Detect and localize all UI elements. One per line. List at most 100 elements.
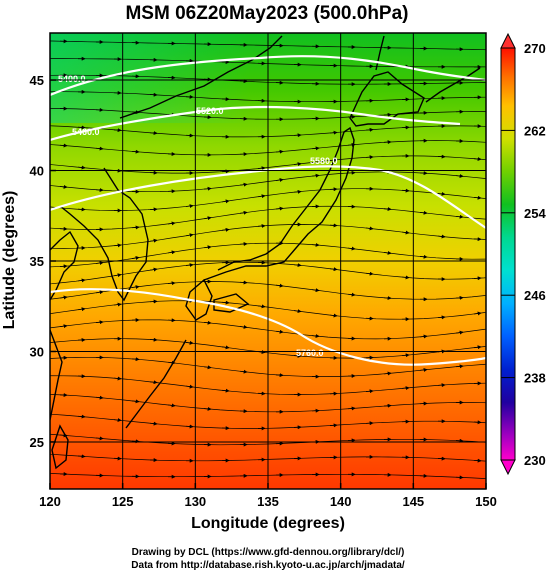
flow-arrow xyxy=(383,371,392,376)
coast-china-south xyxy=(50,329,63,421)
flow-arrow xyxy=(95,261,104,266)
flow-arrow xyxy=(311,146,320,151)
flow-arrow xyxy=(203,216,212,221)
flow-arrow xyxy=(221,388,230,393)
flow-arrow xyxy=(239,210,248,215)
flow-arrow xyxy=(185,384,194,389)
flow-arrow xyxy=(437,191,446,196)
y-axis-ticks: 25 30 35 40 45 xyxy=(30,73,56,450)
flow-arrow xyxy=(77,278,86,283)
coast-sakhalin xyxy=(375,35,385,71)
flow-arrow xyxy=(419,367,428,372)
flow-arrow xyxy=(185,233,194,238)
flow-arrow xyxy=(293,353,302,358)
flow-arrow xyxy=(131,256,140,260)
flow-arrow xyxy=(203,245,212,250)
flow-arrow xyxy=(113,243,122,248)
flow-arrow xyxy=(203,186,212,191)
flow-arrow xyxy=(239,324,248,329)
contours xyxy=(50,55,486,366)
flow-arrow xyxy=(149,238,158,243)
flow-arrow xyxy=(401,188,410,193)
flow-arrow xyxy=(167,281,176,286)
flow-arrow xyxy=(275,329,284,334)
flow-arrow xyxy=(293,309,302,314)
gridlines xyxy=(50,33,486,489)
flow-arrow xyxy=(293,189,302,194)
contour-label: 5760.0 xyxy=(296,348,324,358)
flow-arrow xyxy=(95,320,104,325)
coast-ryukyu xyxy=(125,339,187,429)
flow-arrow xyxy=(113,302,122,307)
coast-hokkaido xyxy=(349,71,425,127)
y-axis-title: Latitude (degrees) xyxy=(1,191,18,330)
flow-arrow xyxy=(185,263,194,268)
flow-arrow xyxy=(293,263,302,268)
colorbar-strip xyxy=(500,47,516,461)
coast-kurils xyxy=(425,67,481,103)
colorbar-tick-label: 254 xyxy=(524,206,546,221)
flow-arrow xyxy=(203,406,212,411)
flow-arrow xyxy=(455,364,464,369)
flow-arrow xyxy=(401,275,410,280)
flow-arrow xyxy=(167,403,176,408)
y-tick-label: 40 xyxy=(30,164,44,179)
contour-label: 5460.0 xyxy=(72,127,100,137)
flow-arrow xyxy=(131,399,140,404)
flow-arrow xyxy=(113,376,122,381)
colorbar-ticks: 270 262 254 246 238 230 xyxy=(501,41,546,468)
flow-arrow xyxy=(185,204,194,209)
flow-arrow xyxy=(257,224,266,228)
x-tick-label: 125 xyxy=(112,494,134,509)
flow-arrow xyxy=(95,290,104,295)
flow-arrow xyxy=(221,227,230,232)
colorbar-tick-label: 238 xyxy=(524,371,546,386)
x-axis-title: Longitude (degrees) xyxy=(191,515,345,532)
flow-arrow xyxy=(95,436,104,441)
flow-arrow xyxy=(293,162,302,167)
flow-arrow xyxy=(95,146,104,151)
credit-drawing: Drawing by DCL (https://www.gfd-dennou.o… xyxy=(132,547,405,558)
flow-arrow xyxy=(473,195,482,200)
flow-arrow xyxy=(239,182,248,187)
x-tick-label: 140 xyxy=(330,494,352,509)
contour-line xyxy=(50,105,461,142)
coast-primorye xyxy=(119,35,283,119)
flow-arrow xyxy=(275,178,284,182)
flow-arrow xyxy=(59,143,68,148)
y-tick-label: 35 xyxy=(30,254,44,269)
colorbar-min-arrow xyxy=(500,459,516,476)
coast-shikoku xyxy=(213,293,250,313)
y-tick-label: 45 xyxy=(30,73,44,88)
flow-arrow xyxy=(77,414,86,419)
flow-arrow xyxy=(455,214,464,219)
flow-arrow xyxy=(401,353,410,358)
flow-arrow xyxy=(365,226,374,231)
flow-arrow xyxy=(455,295,464,300)
contour-label: 5520.0 xyxy=(196,106,224,116)
flow-arrow xyxy=(311,288,320,293)
colorbar: 270 262 254 246 238 230 xyxy=(500,32,546,476)
contour-line xyxy=(50,288,486,366)
colorbar-tick-label: 262 xyxy=(524,123,546,138)
flow-arrow xyxy=(113,418,122,423)
x-tick-label: 135 xyxy=(257,494,279,509)
coast-honshu xyxy=(203,126,355,281)
flow-arrow xyxy=(77,165,86,170)
y-tick-label: 25 xyxy=(30,435,44,450)
flow-arrow xyxy=(473,311,482,316)
flow-arrow xyxy=(203,320,212,325)
flow-arrow xyxy=(401,230,410,235)
flow-arrow xyxy=(77,307,86,312)
flow-arrow xyxy=(149,267,158,272)
flow-arrow xyxy=(275,206,284,211)
colorbar-tick-label: 270 xyxy=(524,41,546,56)
flow-arrow xyxy=(167,221,176,226)
flow-arrow xyxy=(59,295,68,300)
x-tick-label: 120 xyxy=(39,494,61,509)
flow-arrow xyxy=(131,357,140,362)
contour-line xyxy=(50,55,486,97)
coast-china-north xyxy=(50,230,79,301)
flow-arrow xyxy=(329,130,338,135)
